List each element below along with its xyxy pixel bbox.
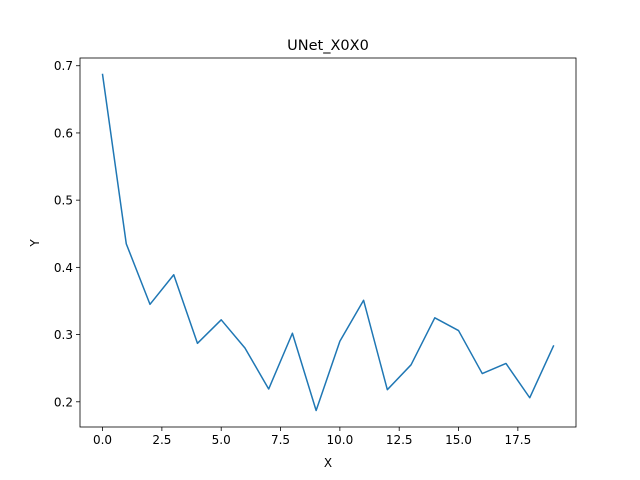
x-tick-label: 12.5	[386, 433, 413, 447]
y-tick-label: 0.3	[54, 328, 73, 342]
x-tick-label: 5.0	[212, 433, 231, 447]
x-tick-label: 7.5	[271, 433, 290, 447]
axes-frame	[79, 57, 577, 428]
y-axis-label: Y	[28, 239, 42, 248]
y-tick-label: 0.5	[54, 194, 73, 208]
series-line	[101, 73, 555, 412]
plot-area: 0.0 2.5 5.0 7.5 10.0 12.5 15.0 17.5 0.2 0.3 0.4 0.5…	[54, 57, 577, 447]
x-tick-label: 17.5	[504, 433, 531, 447]
y-tick-label: 0.6	[54, 126, 73, 140]
x-tick-label: 0.0	[93, 433, 112, 447]
y-tick-label: 0.4	[54, 261, 73, 275]
y-tick-label: 0.2	[54, 395, 73, 409]
x-tick-label: 2.5	[152, 433, 171, 447]
x-tick-label: 15.0	[445, 433, 472, 447]
chart-title: UNet_X0X0	[287, 38, 369, 54]
x-axis-label: X	[324, 456, 332, 470]
y-tick-label: 0.7	[54, 59, 73, 73]
x-tick-label: 10.0	[327, 433, 354, 447]
